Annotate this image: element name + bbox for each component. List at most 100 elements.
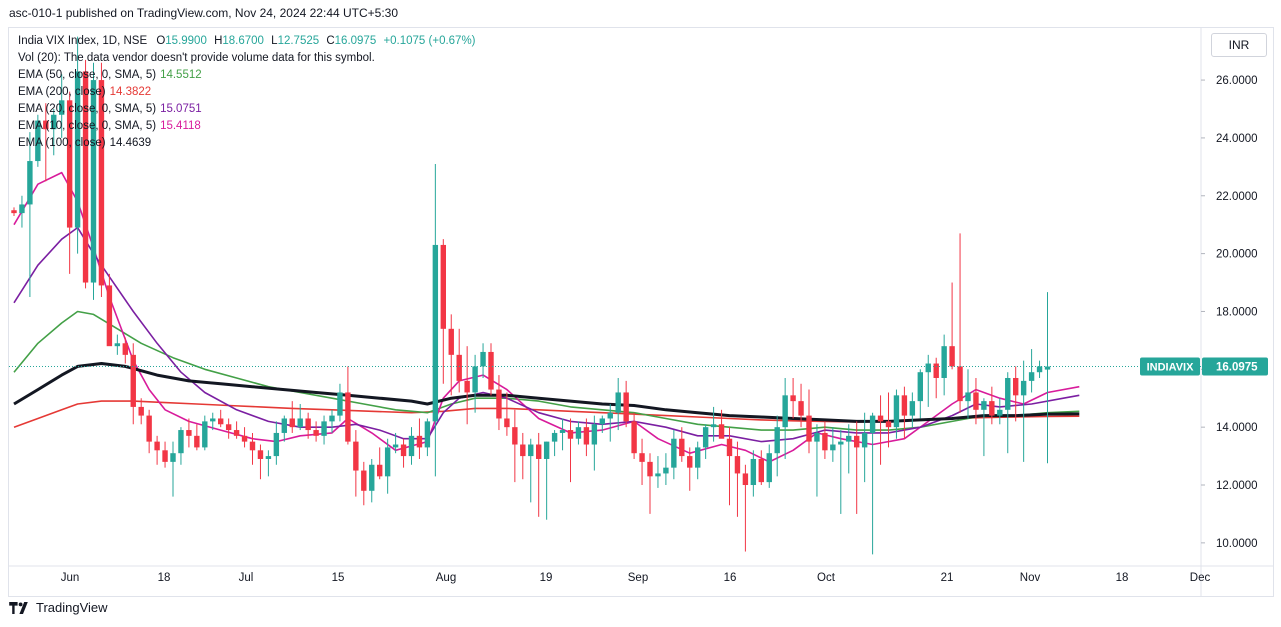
candle (551, 430, 558, 457)
candle (869, 412, 876, 555)
candle (27, 132, 33, 297)
indicator-value: 15.4118 (160, 120, 201, 132)
candle (941, 334, 947, 396)
candle (1028, 349, 1035, 393)
candle (74, 36, 81, 254)
candle (313, 421, 319, 442)
indicator-value: 14.4639 (109, 137, 152, 149)
candle (369, 458, 375, 503)
candle (655, 456, 661, 488)
candle (361, 461, 367, 506)
close-label: C (326, 35, 335, 47)
candle (718, 409, 725, 439)
candle (249, 432, 256, 465)
time-tick-label: Oct (817, 572, 836, 584)
candle (210, 412, 216, 431)
candle (43, 103, 49, 182)
candle (122, 337, 128, 364)
candle (790, 377, 796, 419)
candle (647, 453, 653, 514)
indicator-row: EMA (50, close, 0, SMA, 5) 14.5512 (18, 67, 476, 84)
candle (687, 447, 693, 491)
chart-legend: India VIX Index, 1D, NSE O15.9900 H18.67… (18, 33, 476, 152)
candle (154, 435, 160, 465)
price-tick-label: 26.0000 (1216, 75, 1258, 87)
candle (186, 418, 192, 448)
time-tick-label: 18 (158, 572, 171, 584)
tradingview-logo-icon (9, 601, 28, 614)
candle (846, 424, 852, 474)
symbol-price-tag (1140, 357, 1200, 376)
candle (742, 464, 749, 552)
candle (496, 375, 502, 431)
indicator-list: EMA (50, close, 0, SMA, 5) 14.5512 EMA (20… (18, 67, 476, 152)
candle (400, 438, 407, 468)
price-tick-label: 20.0000 (1216, 249, 1258, 261)
candle (989, 386, 995, 425)
close-value: 16.0975 (334, 35, 377, 47)
ema-line (13, 226, 1080, 443)
ema-lines (13, 171, 1080, 463)
candle (51, 108, 57, 156)
currency-button[interactable]: INR (1211, 33, 1267, 57)
indicator-label: EMA (50, close, 0, SMA, 5) (18, 69, 157, 81)
candle (353, 430, 359, 497)
candle (170, 441, 176, 497)
candle (861, 412, 868, 483)
candle (59, 74, 65, 138)
candle (830, 427, 836, 462)
candle (146, 409, 152, 454)
candle (750, 450, 757, 497)
symbol-tag-label: INDIAVIX (1147, 361, 1195, 373)
candle (981, 398, 987, 457)
indicator-value: 14.3822 (109, 86, 152, 98)
candle (162, 441, 168, 468)
indicator-value: 14.5512 (160, 69, 202, 81)
candle (774, 415, 780, 477)
candle (114, 334, 121, 355)
candle (202, 415, 208, 451)
candle (416, 418, 423, 459)
indicator-row: EMA (10, close, 0, SMA, 5) 15.4118 (18, 118, 476, 135)
candle (575, 421, 582, 445)
indicator-value: 15.0751 (160, 103, 202, 115)
candle (710, 406, 717, 442)
candle (456, 328, 462, 393)
candle (933, 357, 939, 399)
low-label: L (271, 35, 278, 47)
candle (631, 412, 637, 459)
chart-frame (8, 27, 1274, 597)
price-tick-label: 12.0000 (1216, 480, 1258, 492)
time-tick-label: 19 (540, 572, 553, 584)
candle (909, 392, 916, 428)
candle (623, 380, 629, 428)
candle (536, 432, 542, 517)
candle (472, 354, 478, 413)
candle (241, 427, 248, 448)
candle (504, 392, 510, 436)
candle (392, 432, 399, 454)
candle (798, 383, 804, 428)
candle (1005, 372, 1011, 454)
high-label: H (214, 35, 223, 47)
candle (337, 383, 343, 422)
candle (639, 438, 645, 486)
candle (1036, 360, 1043, 378)
low-value: 12.7525 (277, 35, 320, 47)
candle (1020, 360, 1027, 462)
time-tick-label: Jun (61, 572, 80, 584)
candle (957, 233, 963, 413)
open-label: O (156, 35, 166, 47)
candle (178, 427, 184, 465)
candle (233, 421, 240, 439)
candle (671, 430, 677, 480)
footer-brand: TradingView (9, 600, 108, 615)
candle (599, 415, 605, 433)
candle (305, 412, 311, 439)
candle (766, 444, 772, 488)
candle (854, 421, 860, 514)
candle (106, 273, 113, 347)
candle (194, 424, 200, 451)
price-tick-label: 14.0000 (1216, 422, 1258, 434)
